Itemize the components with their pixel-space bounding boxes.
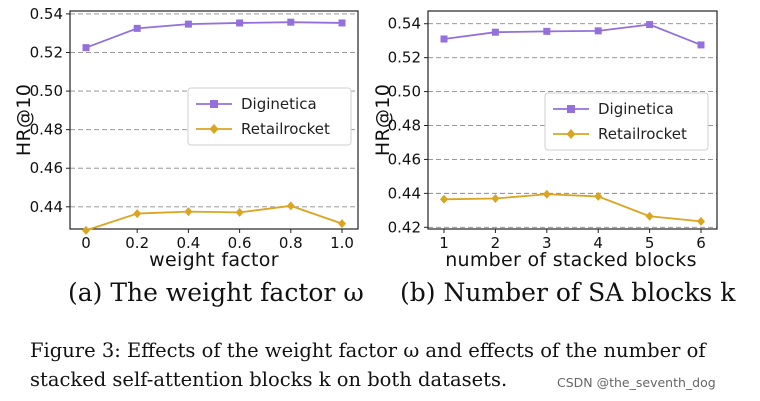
chart-b-xlabel: number of stacked blocks: [445, 249, 697, 271]
chart-b-ytick-label: 0.50: [388, 83, 421, 101]
chart-a-point-diginetica: [184, 20, 192, 28]
chart-a-point-diginetica: [236, 19, 244, 27]
chart-b-point-diginetica: [440, 35, 448, 43]
chart-b-point-retailrocket: [491, 193, 500, 203]
chart-a-line-retailrocket: [85, 204, 343, 232]
chart-b-legend: Diginetica Retailrocket: [544, 92, 709, 151]
chart-b-series: [440, 21, 705, 226]
chart-a-legend-box: [187, 87, 352, 146]
chart-a-point-retailrocket: [82, 225, 90, 235]
chart-b-legend-marker-diginetica: [567, 105, 575, 113]
chart-b-line-diginetica: [443, 23, 702, 46]
chart-a-xtick-label: 0.6: [228, 234, 252, 252]
chart-a-ylabel: HR@10: [13, 84, 35, 156]
chart-a-xtick-label: 0: [81, 234, 91, 252]
chart-b-xtick-label: 1: [439, 234, 449, 252]
chart-a-ytick-label: 0.44: [30, 198, 63, 216]
chart-a-xtick-label: 0.2: [125, 234, 149, 252]
chart-b-gridlines: [428, 23, 717, 228]
chart-b-point-retailrocket: [542, 189, 551, 199]
chart-b-xtick-label: 5: [645, 234, 655, 252]
chart-a-legend-label-retailrocket: Retailrocket: [241, 120, 330, 138]
chart-b-legend-box: [544, 92, 709, 151]
chart-b-point-diginetica: [646, 21, 654, 29]
watermark: CSDN @the_seventh_dog: [557, 375, 716, 390]
chart-a-point-retailrocket: [184, 207, 193, 217]
chart-b-legend-label-retailrocket: Retailrocket: [598, 125, 687, 143]
chart-b-ytick-label: 0.44: [388, 184, 421, 202]
chart-a-ticks: 0.44 0.46 0.48 0.50 0.52 0.54 0 0.2 0.4 0.6 0.8 1.0: [30, 5, 354, 252]
chart-b-subcaption: (b) Number of SA blocks k: [400, 278, 736, 307]
chart-a-point-diginetica: [133, 24, 141, 32]
chart-a-xlabel: weight factor: [149, 249, 279, 271]
chart-b-point-diginetica: [491, 28, 499, 36]
chart-b-point-retailrocket: [440, 194, 448, 204]
chart-b-ylabel: HR@10: [372, 84, 394, 156]
chart-a-subcaption: (a) The weight factor ω: [68, 278, 364, 307]
chart-b-point-diginetica: [594, 27, 602, 35]
chart-b-xtick-label: 4: [593, 234, 603, 252]
chart-b-point-retailrocket: [594, 191, 603, 201]
chart-b-legend-label-diginetica: Diginetica: [598, 100, 674, 118]
chart-b-ytick-label: 0.46: [388, 150, 421, 168]
chart-b-xtick-label: 3: [542, 234, 552, 252]
chart-b-ytick-label: 0.54: [388, 15, 421, 33]
chart-a-point-retailrocket: [338, 219, 346, 229]
chart-b-ytick-label: 0.52: [388, 49, 421, 67]
chart-b-xtick-label: 6: [696, 234, 706, 252]
chart-a-xtick-label: 1.0: [330, 234, 354, 252]
chart-a-ytick-label: 0.46: [30, 159, 63, 177]
chart-a: 0.44 0.46 0.48 0.50 0.52 0.54 0 0.2 0.4 0.6 0.8 1.0…: [13, 5, 359, 271]
chart-a-point-diginetica: [338, 19, 346, 27]
chart-a-ytick-label: 0.52: [30, 43, 63, 61]
figure-caption-line-1: Figure 3: Effects of the weight factor ω…: [30, 339, 707, 362]
chart-b-plot-frame: [427, 10, 718, 230]
chart-b-ytick-label: 0.42: [388, 218, 421, 236]
chart-a-ytick-label: 0.54: [30, 5, 63, 23]
chart-a-point-retailrocket: [235, 207, 244, 217]
chart-a-point-diginetica: [82, 44, 90, 52]
chart-b-line-retailrocket: [443, 193, 702, 223]
chart-a-point-diginetica: [287, 18, 295, 26]
chart-a-legend: Diginetica Retailrocket: [187, 87, 352, 146]
chart-b-ytick-label: 0.48: [388, 117, 421, 135]
chart-b-legend-marker-retailrocket: [566, 129, 576, 139]
chart-b-ticks: 0.42 0.44 0.46 0.48 0.50 0.52 0.54 1 2 3 4 5 6: [388, 15, 706, 252]
chart-a-xtick-label: 0.8: [279, 234, 303, 252]
chart-a-series: [82, 18, 346, 235]
chart-a-ytick-label: 0.48: [30, 121, 63, 139]
chart-b-point-diginetica: [697, 41, 705, 49]
chart-b-point-diginetica: [543, 27, 551, 35]
chart-b-xtick-label: 2: [491, 234, 501, 252]
chart-a-ytick-label: 0.50: [30, 82, 63, 100]
chart-a-legend-marker-diginetica: [210, 100, 218, 108]
chart-a-xtick-label: 0.4: [176, 234, 200, 252]
chart-b: 0.42 0.44 0.46 0.48 0.50 0.52 0.54 1 2 3 4 5 6 HR@10…: [372, 10, 718, 271]
chart-b-point-retailrocket: [697, 216, 705, 226]
chart-a-legend-marker-retailrocket: [209, 124, 219, 134]
chart-a-point-retailrocket: [133, 209, 142, 219]
chart-b-point-retailrocket: [645, 211, 654, 221]
chart-a-plot-frame: [69, 10, 359, 230]
figure-caption-line-2: stacked self-attention blocks k on both …: [30, 368, 507, 391]
chart-a-legend-label-diginetica: Diginetica: [241, 95, 317, 113]
chart-a-point-retailrocket: [286, 201, 295, 211]
chart-a-line-diginetica: [85, 21, 343, 49]
